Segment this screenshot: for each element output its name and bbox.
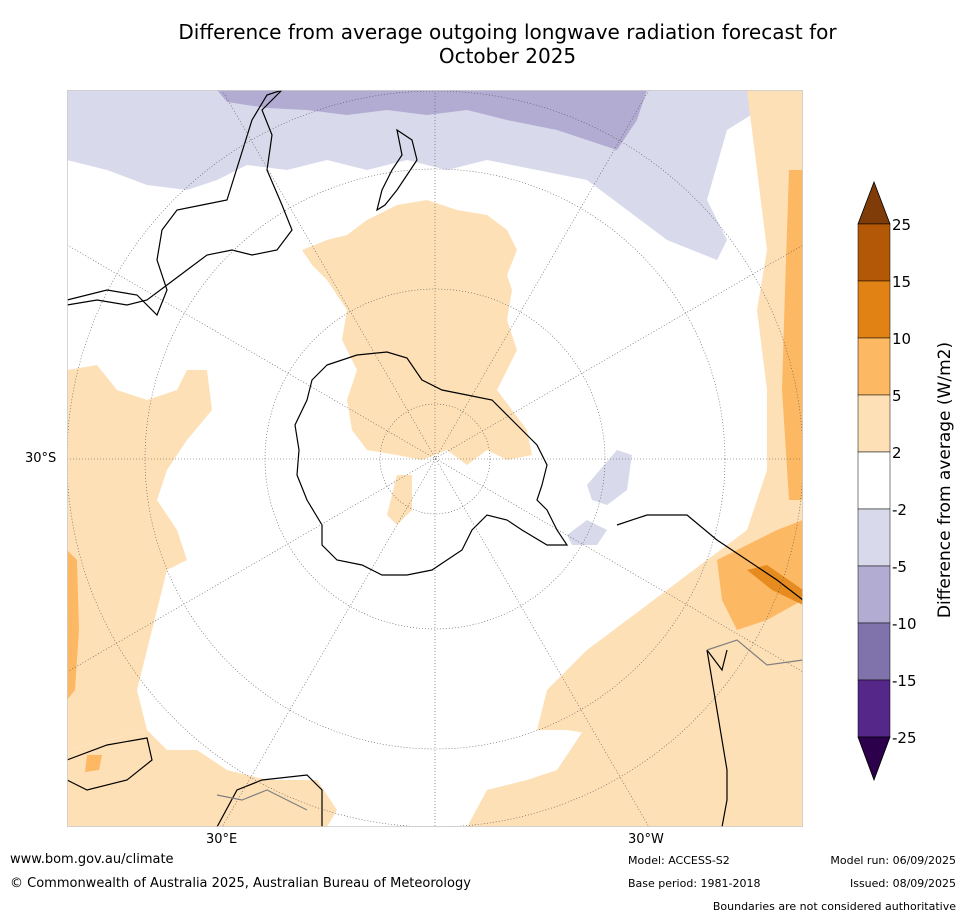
anomaly-region-orange-darker-southeast [747, 565, 803, 605]
colorbar-band-m25-m15 [857, 679, 891, 738]
title-line-2: October 2025 [438, 44, 577, 68]
colorbar-band-m15-m10 [857, 622, 891, 681]
colorbar-tick-label: -10 [892, 615, 917, 633]
anomaly-region-light-purple-east [587, 450, 632, 505]
antarctica-coastline [294, 351, 569, 576]
africa-boundary [216, 789, 308, 811]
colorbar-tick-label: -25 [892, 729, 917, 747]
copyright-text: © Commonwealth of Australia 2025, Austra… [10, 876, 471, 891]
colorbar-tick-label: 15 [892, 273, 911, 291]
anomaly-region-orange-east [782, 170, 803, 500]
colorbar: 25 15 10 5 2 -2 -5 -10 -15 -25 Differenc… [857, 180, 955, 782]
map-frame [67, 90, 803, 827]
colorbar-tick-label: 5 [892, 387, 902, 405]
anomaly-region-orange-west [67, 550, 79, 700]
lat-label-30s: 30°S [25, 451, 57, 466]
colorbar-tick-label: -15 [892, 672, 917, 690]
title-line-1: Difference from average outgoing longwav… [178, 20, 837, 44]
south-america-coastline [616, 514, 803, 827]
anomaly-region-tan-east [537, 90, 803, 827]
anomaly-region-orange-southwest [85, 755, 102, 772]
chart-title: Difference from average outgoing longwav… [60, 20, 955, 68]
colorbar-tick-label: 2 [892, 444, 902, 462]
colorbar-band-15-25 [857, 223, 891, 282]
anomaly-region-light-purple-east-2 [567, 520, 607, 545]
colorbar-tick-label: -5 [892, 558, 907, 576]
colorbar-band-m5-m2 [857, 508, 891, 567]
colorbar-band-m2-2 [857, 451, 891, 510]
model-run-text: Model run: 06/09/2025 [830, 854, 956, 867]
website-link[interactable]: www.bom.gov.au/climate [10, 852, 174, 867]
australia-coastline [67, 90, 293, 317]
model-text: Model: ACCESS-S2 [628, 854, 730, 867]
colorbar-band-2-5 [857, 394, 891, 453]
polar-map [67, 90, 803, 827]
lon-label-30e: 30°E [206, 832, 238, 847]
disclaimer-text: Boundaries are not considered authoritat… [712, 900, 956, 913]
lon-label-30w: 30°W [628, 832, 664, 847]
anomaly-region-tan-central [302, 200, 532, 465]
colorbar-band-5-10 [857, 337, 891, 396]
issued-text: Issued: 08/09/2025 [849, 877, 956, 890]
anomaly-region-mid-purple-north [217, 90, 647, 150]
graticule [67, 90, 803, 827]
colorbar-tick-label: -2 [892, 501, 907, 519]
south-america-boundary [706, 639, 803, 666]
colorbar-tick-label: 10 [892, 330, 911, 348]
colorbar-tick-label: 25 [892, 216, 911, 234]
colorbar-band-m10-m5 [857, 565, 891, 624]
colorbar-extend-top [857, 180, 891, 225]
anomaly-region-tan-south [467, 630, 727, 827]
base-period-text: Base period: 1981-2018 [628, 877, 761, 890]
colorbar-extend-bottom [857, 736, 891, 782]
anomaly-region-tan-central-2 [387, 475, 412, 525]
anomaly-region-tan-west [67, 365, 212, 750]
new-zealand-coastline [376, 128, 418, 212]
anomaly-region-tan-southwest [67, 730, 337, 827]
africa-coastline [67, 737, 323, 827]
colorbar-band-10-15 [857, 280, 891, 339]
colorbar-axis-label: Difference from average (W/m2) [935, 342, 955, 618]
